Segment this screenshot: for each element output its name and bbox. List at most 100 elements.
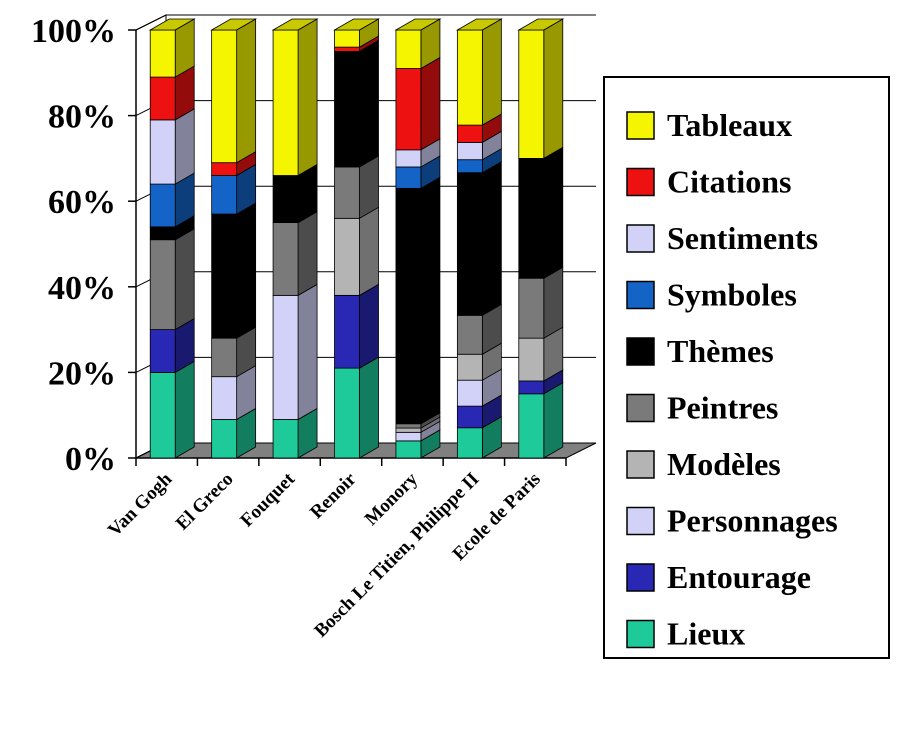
bar-themes-ecole-de-paris (518, 146, 564, 279)
bar-front (334, 294, 360, 369)
bar-front (395, 427, 422, 433)
bar-front (395, 29, 422, 69)
bar-personnages-fouquet (272, 283, 318, 421)
bar-front (272, 294, 299, 420)
bar-side (420, 56, 441, 151)
bar-front (334, 29, 360, 48)
legend-swatch (626, 337, 655, 366)
bar-front (334, 217, 360, 296)
bar-side (420, 176, 441, 425)
bar-front (518, 337, 545, 382)
bar-stack-van-gogh (148, 18, 196, 459)
legend-swatch (626, 563, 655, 592)
bar-front (149, 329, 176, 373)
bar-front (211, 213, 238, 339)
legend-item-tableaux: Tableaux (626, 107, 792, 143)
bar-side (359, 206, 379, 297)
legend-swatch (626, 224, 655, 253)
bar-front (334, 367, 360, 459)
bar-side (236, 18, 257, 164)
bar-lieux-monory (395, 429, 441, 459)
bar-front (149, 183, 176, 228)
bar-side (236, 202, 257, 339)
bar-tableaux-monory (395, 18, 441, 70)
bar-symboles-van-gogh (149, 172, 195, 228)
y-tick-label: 100% (31, 13, 116, 50)
bar-front (456, 172, 483, 316)
bar-tableaux-el-greco (211, 18, 257, 164)
bar-stack-fouquet (271, 18, 319, 459)
bar-front (395, 440, 422, 459)
legend-item-entourage: Entourage (626, 559, 811, 595)
bar-symboles-bosch-le-titien-philippe-ii (456, 148, 502, 174)
bar-peintres-renoir (334, 155, 379, 220)
bar-personnages-bosch-le-titien-philippe-ii (456, 368, 502, 407)
bar-front (518, 277, 545, 339)
bar-front (211, 337, 238, 378)
bar-front (211, 162, 238, 176)
bar-side (359, 39, 379, 168)
legend-label: Lieux (667, 616, 745, 652)
bar-front (211, 376, 238, 420)
bar-themes-renoir (334, 39, 379, 168)
bar-tableaux-ecole-de-paris (518, 18, 564, 160)
bar-side (297, 18, 318, 177)
legend-item-peintres: Peintres (626, 390, 778, 426)
x-tick-label-el-greco: El Greco (172, 469, 238, 535)
legend-label: Citations (667, 164, 791, 200)
bar-front (272, 419, 299, 459)
bar-front (149, 29, 176, 78)
legend-swatch (626, 506, 655, 536)
bar-entourage-renoir (334, 283, 379, 369)
bar-citations-monory (395, 56, 441, 151)
legend-swatch (626, 393, 655, 423)
bar-front (272, 222, 299, 296)
bar-front (149, 119, 176, 185)
bar-front (334, 51, 360, 168)
bar-top (271, 18, 319, 31)
bar-lieux-bosch-le-titien-philippe-ii (456, 416, 502, 459)
legend-item-sentiments: Sentiments (626, 220, 818, 256)
bar-stack-renoir (333, 18, 380, 459)
bar-side (481, 160, 502, 317)
y-axis-tick-labels: 0% 20% 40% 60% 80% 100% (31, 13, 116, 478)
legend-item-themes: Thèmes (626, 333, 774, 369)
legend-item-modeles: Modèles (626, 446, 781, 482)
bar-side (359, 356, 379, 459)
bar-side (297, 210, 318, 297)
bar-front (456, 159, 483, 174)
bar-stack-ecole-de-paris (517, 18, 565, 459)
legend-item-citations: Citations (626, 164, 791, 200)
bar-front (395, 68, 422, 151)
legend-item-lieux: Lieux (626, 616, 745, 652)
bar-peintres-fouquet (272, 210, 318, 297)
legend-swatch (626, 450, 655, 479)
bar-front (272, 175, 299, 224)
bar-stack-monory (394, 18, 442, 459)
bar-front (456, 314, 483, 355)
bar-top (455, 18, 503, 31)
bar-front (149, 371, 176, 459)
bar-peintres-el-greco (211, 326, 257, 378)
y-tick-label: 20% (48, 355, 116, 392)
bar-themes-el-greco (211, 202, 257, 339)
legend-label: Thèmes (667, 333, 774, 369)
bar-themes-bosch-le-titien-philippe-ii (456, 160, 502, 317)
bar-front (149, 76, 176, 121)
legend-label: Symboles (667, 277, 797, 313)
bar-front (518, 380, 545, 395)
bar-front (395, 423, 422, 429)
y-tick-label: 40% (48, 270, 116, 307)
bar-front (456, 29, 483, 126)
bar-modeles-ecole-de-paris (518, 326, 564, 382)
bar-stack-bosch-le-titien-philippe-ii (455, 18, 503, 459)
x-tick-label-monory: Monory (361, 468, 422, 529)
legend-item-symboles: Symboles (626, 277, 797, 313)
bar-entourage-bosch-le-titien-philippe-ii (456, 394, 502, 429)
bar-front (518, 157, 545, 279)
bar-lieux-renoir (334, 356, 379, 459)
bar-themes-monory (395, 176, 441, 425)
bar-front (211, 29, 238, 164)
